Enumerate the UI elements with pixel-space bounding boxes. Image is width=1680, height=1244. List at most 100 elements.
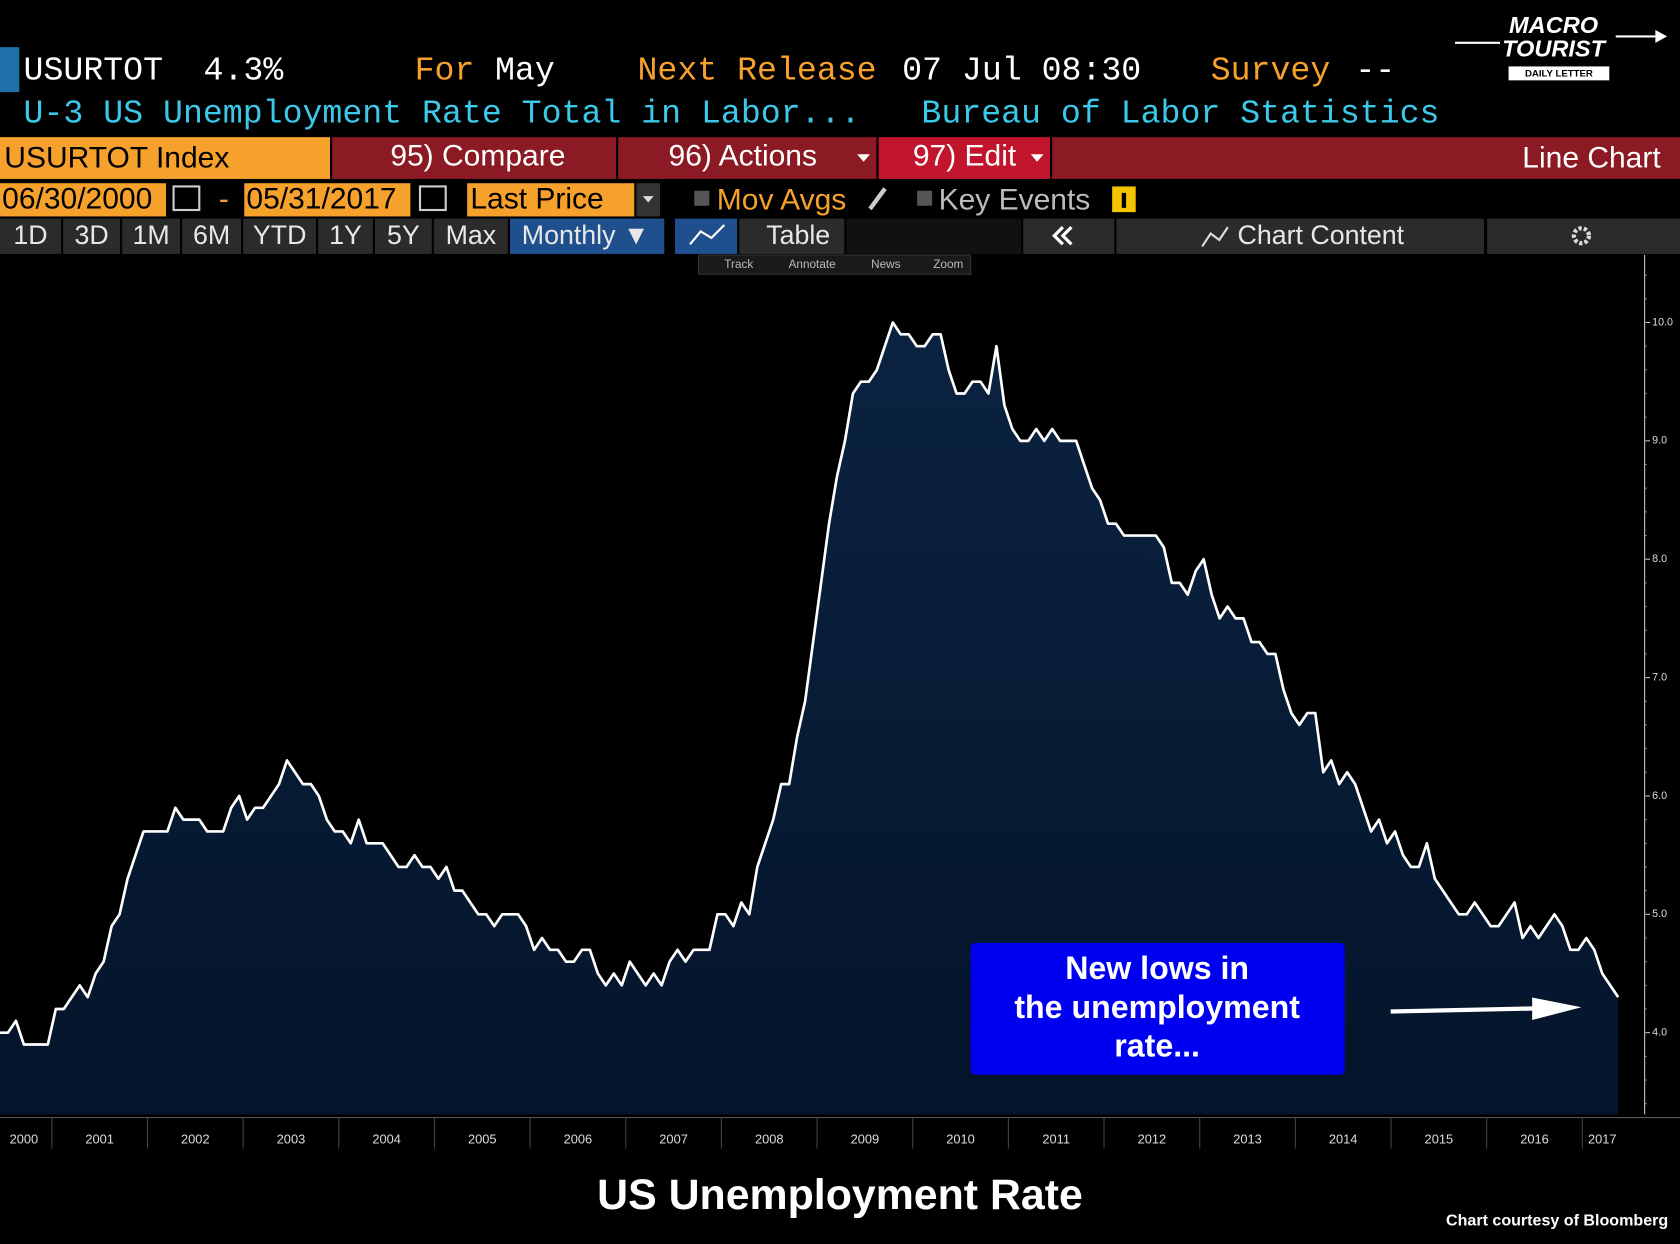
logo: MACRO TOURIST DAILY LETTER [1455,12,1668,81]
end-date: 05/31/2017 [246,182,396,215]
description: U-3 US Unemployment Rate Total in Labor.… [24,94,861,132]
ticker-marker [0,47,20,93]
area [0,322,1619,1115]
survey-value: -- [1355,51,1395,89]
last-value: 4.3% [204,51,284,89]
period-label: 3D [74,220,108,250]
tool-label[interactable]: Zoom [933,258,963,271]
x-tick-label: 2004 [372,1131,401,1146]
x-tick-label: 2001 [85,1131,114,1146]
table: Table [766,220,830,250]
y-tick-label: 5.0 [1652,908,1667,920]
period-button[interactable] [375,218,432,254]
annotation-box [970,942,1345,1075]
table-button[interactable] [739,218,845,254]
settings-button[interactable] [1487,218,1680,254]
toolbar-gap [846,218,1022,254]
checkbox[interactable] [694,190,710,206]
info-glyph [1121,192,1127,208]
period-label: 6M [193,220,230,250]
x-tick-label: 2005 [468,1131,497,1146]
source: Bureau of Labor Statistics [921,94,1439,132]
pencil-icon[interactable] [868,187,887,211]
x-tick-label: 2002 [181,1131,210,1146]
period-button[interactable] [182,218,242,254]
y-tick-label: 8.0 [1652,553,1667,565]
period-bar: 1D 3D 1M 6M YTD 1Y 5Y Max [0,218,1022,254]
chart-content-button[interactable] [1116,218,1484,254]
chart-icon [689,224,726,245]
y-tick-label: 9.0 [1652,435,1667,447]
x-axis-strip [0,1117,1680,1163]
annotation-line: New lows in [1065,950,1249,986]
survey-label: Survey [1211,51,1331,89]
credit: Chart courtesy of Bloomberg [1446,1212,1668,1230]
collapse-icon [1052,226,1064,246]
y-tick-label: 6.0 [1652,790,1667,802]
x-tick-label: 2016 [1520,1131,1549,1146]
ticker: USURTOT [24,51,163,89]
x-tick-label: 2015 [1425,1131,1454,1146]
tools-strip [698,254,972,275]
chart-type: Line Chart [1522,142,1661,175]
dropdown-arrow [1030,154,1044,162]
frequency: Monthly ▼ [522,220,650,250]
release-value: 07 Jul 08:30 [902,51,1141,89]
logo-arrowhead [1655,30,1668,43]
security-box[interactable] [0,137,330,179]
x-tick-label: 2007 [659,1131,688,1146]
annotation-arrow [1390,1006,1543,1014]
x-tick-label: 2010 [946,1131,975,1146]
annotation-arrowhead [1532,997,1582,1021]
frequency-button[interactable] [510,218,665,254]
gear-icon [1571,226,1592,246]
x-tick-label: 2008 [755,1131,784,1146]
field-box[interactable] [467,183,635,217]
tool-label[interactable]: News [871,258,901,271]
collapse-button[interactable] [1023,218,1115,254]
actions: 96) Actions [669,139,817,172]
y-tick-label: 4.0 [1652,1027,1667,1039]
start-date-box[interactable] [0,183,167,217]
plot-area: 4.0 5.0 6.0 7.0 8.0 9.0 10.0 2000 2001 2002 2003 20… [0,255,1680,1163]
tool-label[interactable]: Track [724,258,753,271]
for-value: May [495,51,555,89]
line [0,321,1620,1046]
x-tick-label: 2014 [1329,1131,1358,1146]
tool-label[interactable]: Annotate [789,258,837,271]
checkbox[interactable] [917,190,933,206]
x-tick-label: 2012 [1138,1131,1167,1146]
end-date-box[interactable] [244,183,411,217]
x-tick-label: 2017 [1588,1131,1617,1146]
period-label: 1M [132,220,169,250]
security: USURTOT Index [4,142,229,175]
calendar-icon[interactable] [172,185,201,212]
y-tick-label: 7.0 [1652,671,1667,683]
chart-view-button[interactable] [675,218,738,254]
x-tick-label: 2000 [10,1131,39,1146]
logo-line1: MACRO [1509,12,1598,38]
calendar-icon[interactable] [418,185,447,212]
period-button[interactable] [243,218,317,254]
period-button[interactable] [433,218,508,254]
key-events: Key Events [939,183,1091,216]
actions-button[interactable] [618,137,877,179]
edit-button[interactable] [878,137,1050,179]
x-tick-label: 2013 [1233,1131,1262,1146]
logo-line3: DAILY LETTER [1525,68,1593,79]
x-tick-label: 2006 [564,1131,593,1146]
dropdown-arrow [857,154,870,162]
compare: 95) Compare [390,139,565,172]
period-label: 5Y [387,220,420,250]
chart-type-bar [1052,137,1680,179]
collapse-icon [1060,226,1073,246]
x-tick-label: 2009 [851,1131,880,1146]
dropdown-arrow [642,196,654,203]
period-button[interactable] [63,218,120,254]
period-button[interactable] [122,218,180,254]
period-button[interactable] [318,218,373,254]
compare-button[interactable] [332,137,617,179]
edit: 97) Edit [913,139,1017,172]
period-button[interactable] [0,218,62,254]
